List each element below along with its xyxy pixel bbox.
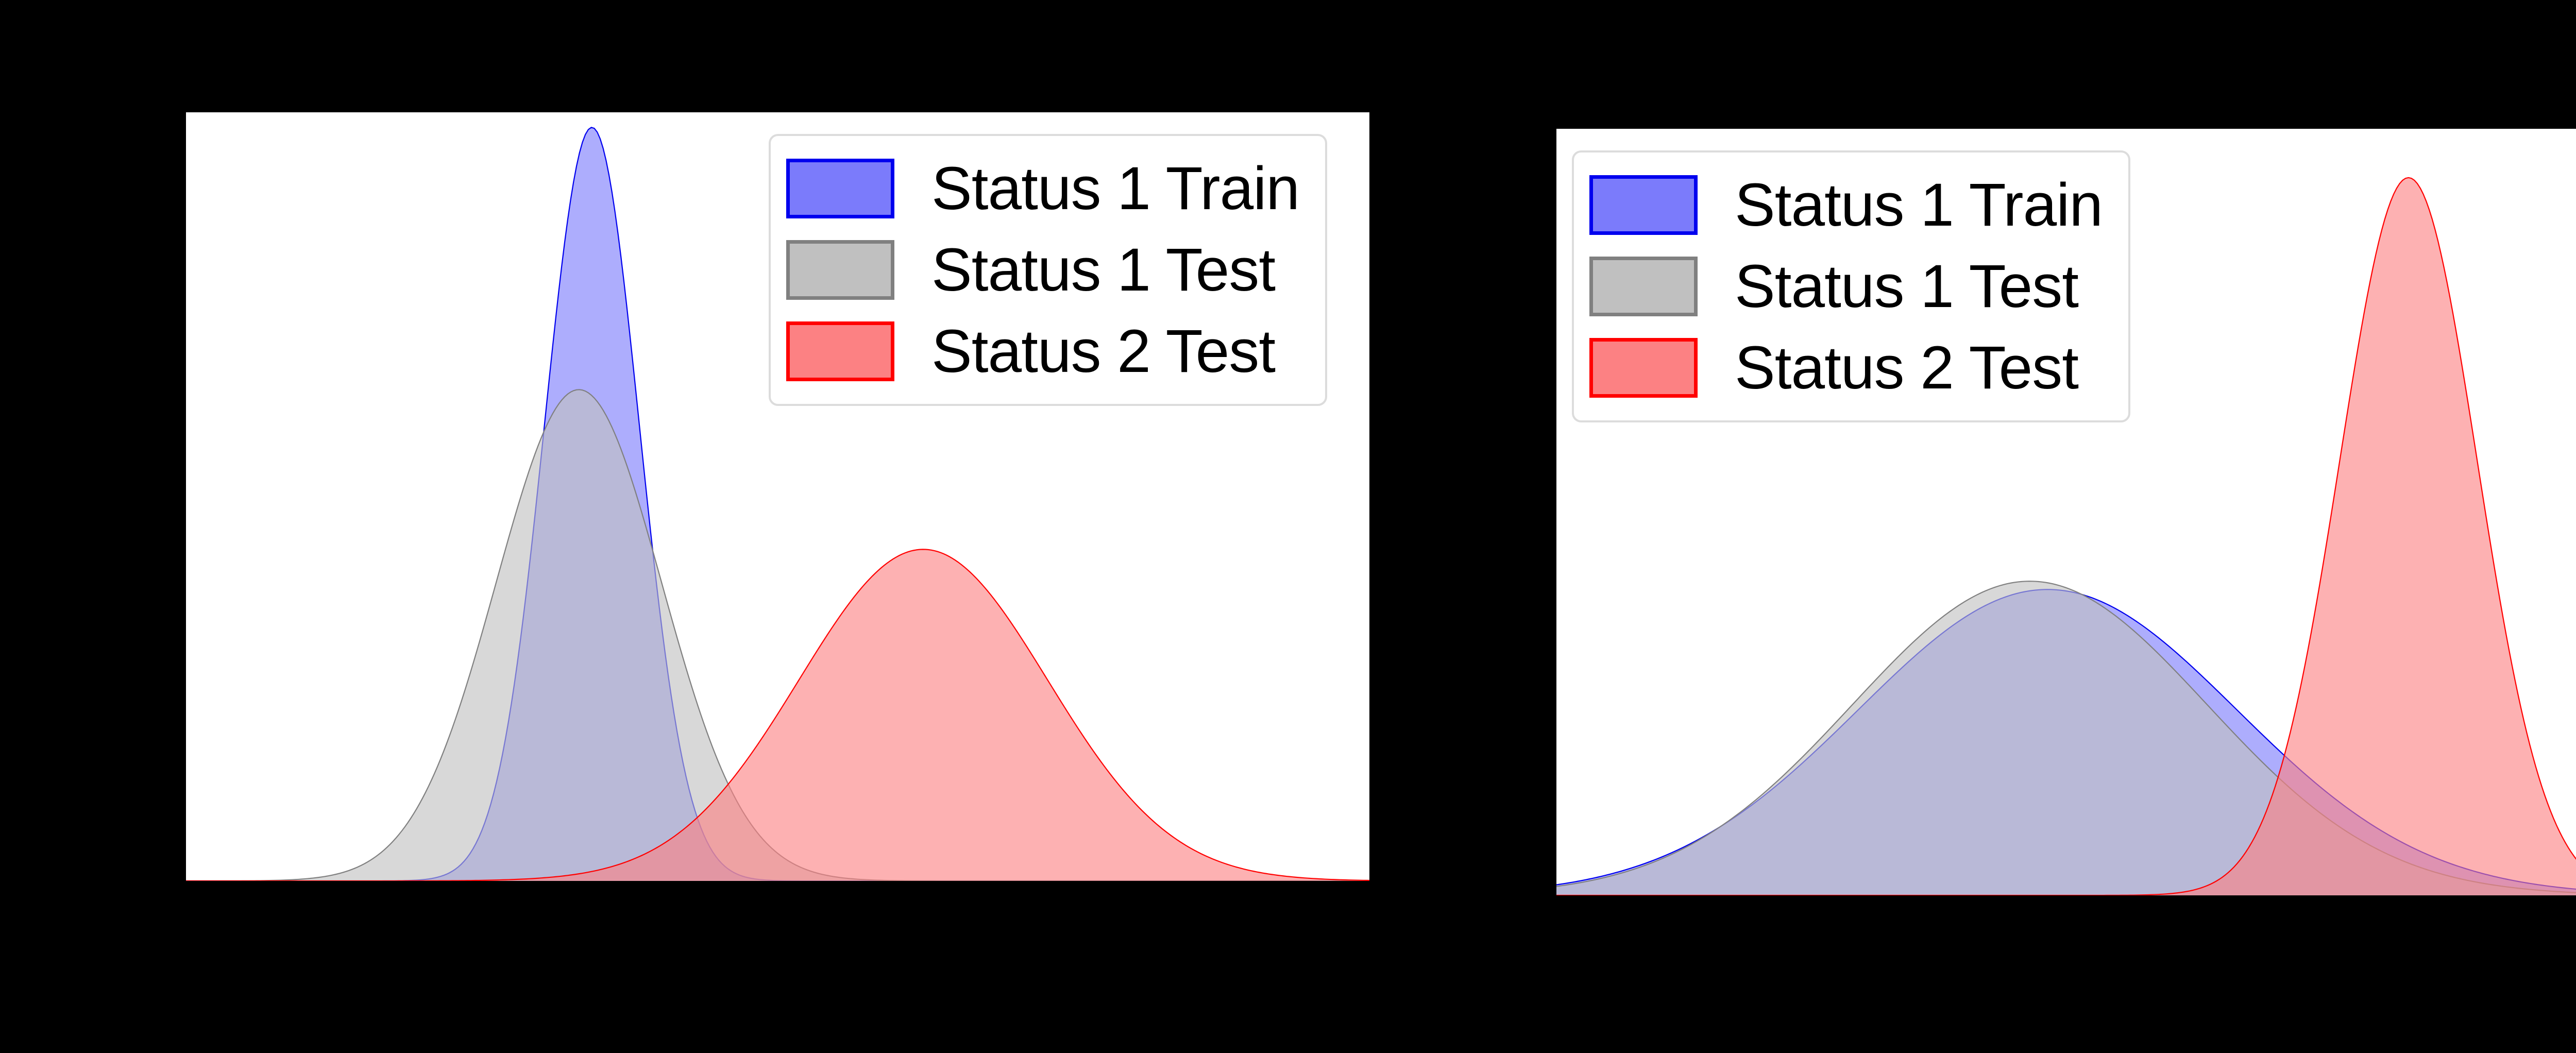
legend-item-status-1-train[interactable]: Status 1 Train — [786, 156, 1308, 222]
legend-label-status-1-train: Status 1 Train — [931, 155, 1300, 223]
legend-label-status-2-test: Status 2 Test — [931, 317, 1276, 385]
legend-swatch-status-2-test — [1589, 338, 1698, 398]
legend-item-status-2-test[interactable]: Status 2 Test — [1589, 335, 2111, 401]
legend-label-status-1-test: Status 1 Test — [1735, 252, 2079, 320]
kde-area-status-1-test — [186, 389, 1369, 881]
legend-swatch-status-2-test — [786, 321, 894, 381]
legend-swatch-status-1-test — [786, 240, 894, 300]
density-plot-panel-right: Status 1 Train Status 1 Test Status 2 Te… — [1556, 129, 2576, 895]
kde-outline-status-2-test — [1556, 178, 2576, 895]
legend-item-status-1-train[interactable]: Status 1 Train — [1589, 172, 2111, 238]
legend-label-status-1-train: Status 1 Train — [1735, 171, 2103, 239]
legend-swatch-status-1-train — [786, 159, 894, 218]
kde-outline-status-2-test — [186, 549, 1369, 881]
kde-curves-right — [1556, 129, 2576, 895]
legend-left: Status 1 Train Status 1 Test Status 2 Te… — [769, 134, 1327, 406]
kde-area-status-2-test — [186, 549, 1369, 881]
legend-label-status-1-test: Status 1 Test — [931, 236, 1276, 304]
kde-curves-left — [186, 112, 1369, 881]
legend-item-status-1-test[interactable]: Status 1 Test — [786, 237, 1308, 303]
legend-item-status-1-test[interactable]: Status 1 Test — [1589, 253, 2111, 319]
legend-right: Status 1 Train Status 1 Test Status 2 Te… — [1572, 150, 2130, 422]
legend-item-status-2-test[interactable]: Status 2 Test — [786, 318, 1308, 384]
legend-swatch-status-1-train — [1589, 175, 1698, 235]
kde-area-status-2-test — [1556, 177, 2576, 895]
legend-swatch-status-1-test — [1589, 257, 1698, 316]
density-plot-panel-left: Status 1 Train Status 1 Test Status 2 Te… — [186, 112, 1369, 881]
legend-label-status-2-test: Status 2 Test — [1735, 334, 2079, 402]
